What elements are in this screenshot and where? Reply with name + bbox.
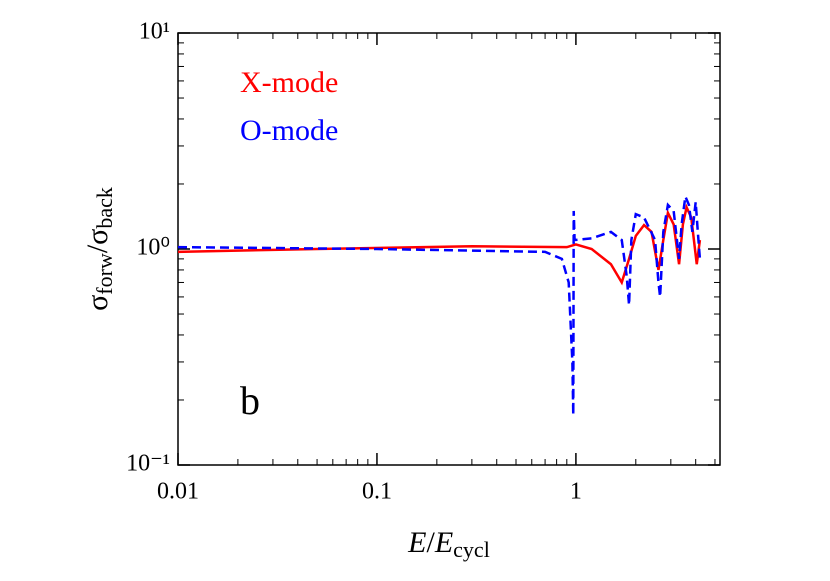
x-axis-label-part: E (434, 526, 453, 559)
y-axis-label-part: forw (92, 253, 117, 295)
x-axis-label: E/Ecycl (407, 526, 490, 562)
x-axis-label-part: cycl (453, 537, 490, 562)
y-tick-label: 10¹ (139, 19, 170, 45)
data-line (177, 191, 702, 416)
annotation: b (240, 378, 260, 423)
y-tick-label: 10⁻¹ (126, 451, 170, 477)
x-axis-label-part: / (427, 526, 436, 559)
x-tick-label: 0.1 (362, 479, 392, 505)
x-axis-label-part: E (407, 526, 426, 559)
y-tick-label: 10⁰ (136, 235, 170, 261)
legend-label: O-mode (240, 114, 338, 147)
x-tick-label: 0.01 (157, 479, 199, 505)
data-line (177, 203, 702, 286)
x-tick-label: 1 (570, 479, 582, 505)
y-axis-label-part: back (92, 187, 117, 229)
y-axis-label-part: /σ (81, 229, 114, 254)
y-axis-label: σforw/σback (81, 187, 117, 311)
y-axis-label-part: σ (81, 295, 114, 311)
legend-label: X-mode (240, 66, 338, 99)
